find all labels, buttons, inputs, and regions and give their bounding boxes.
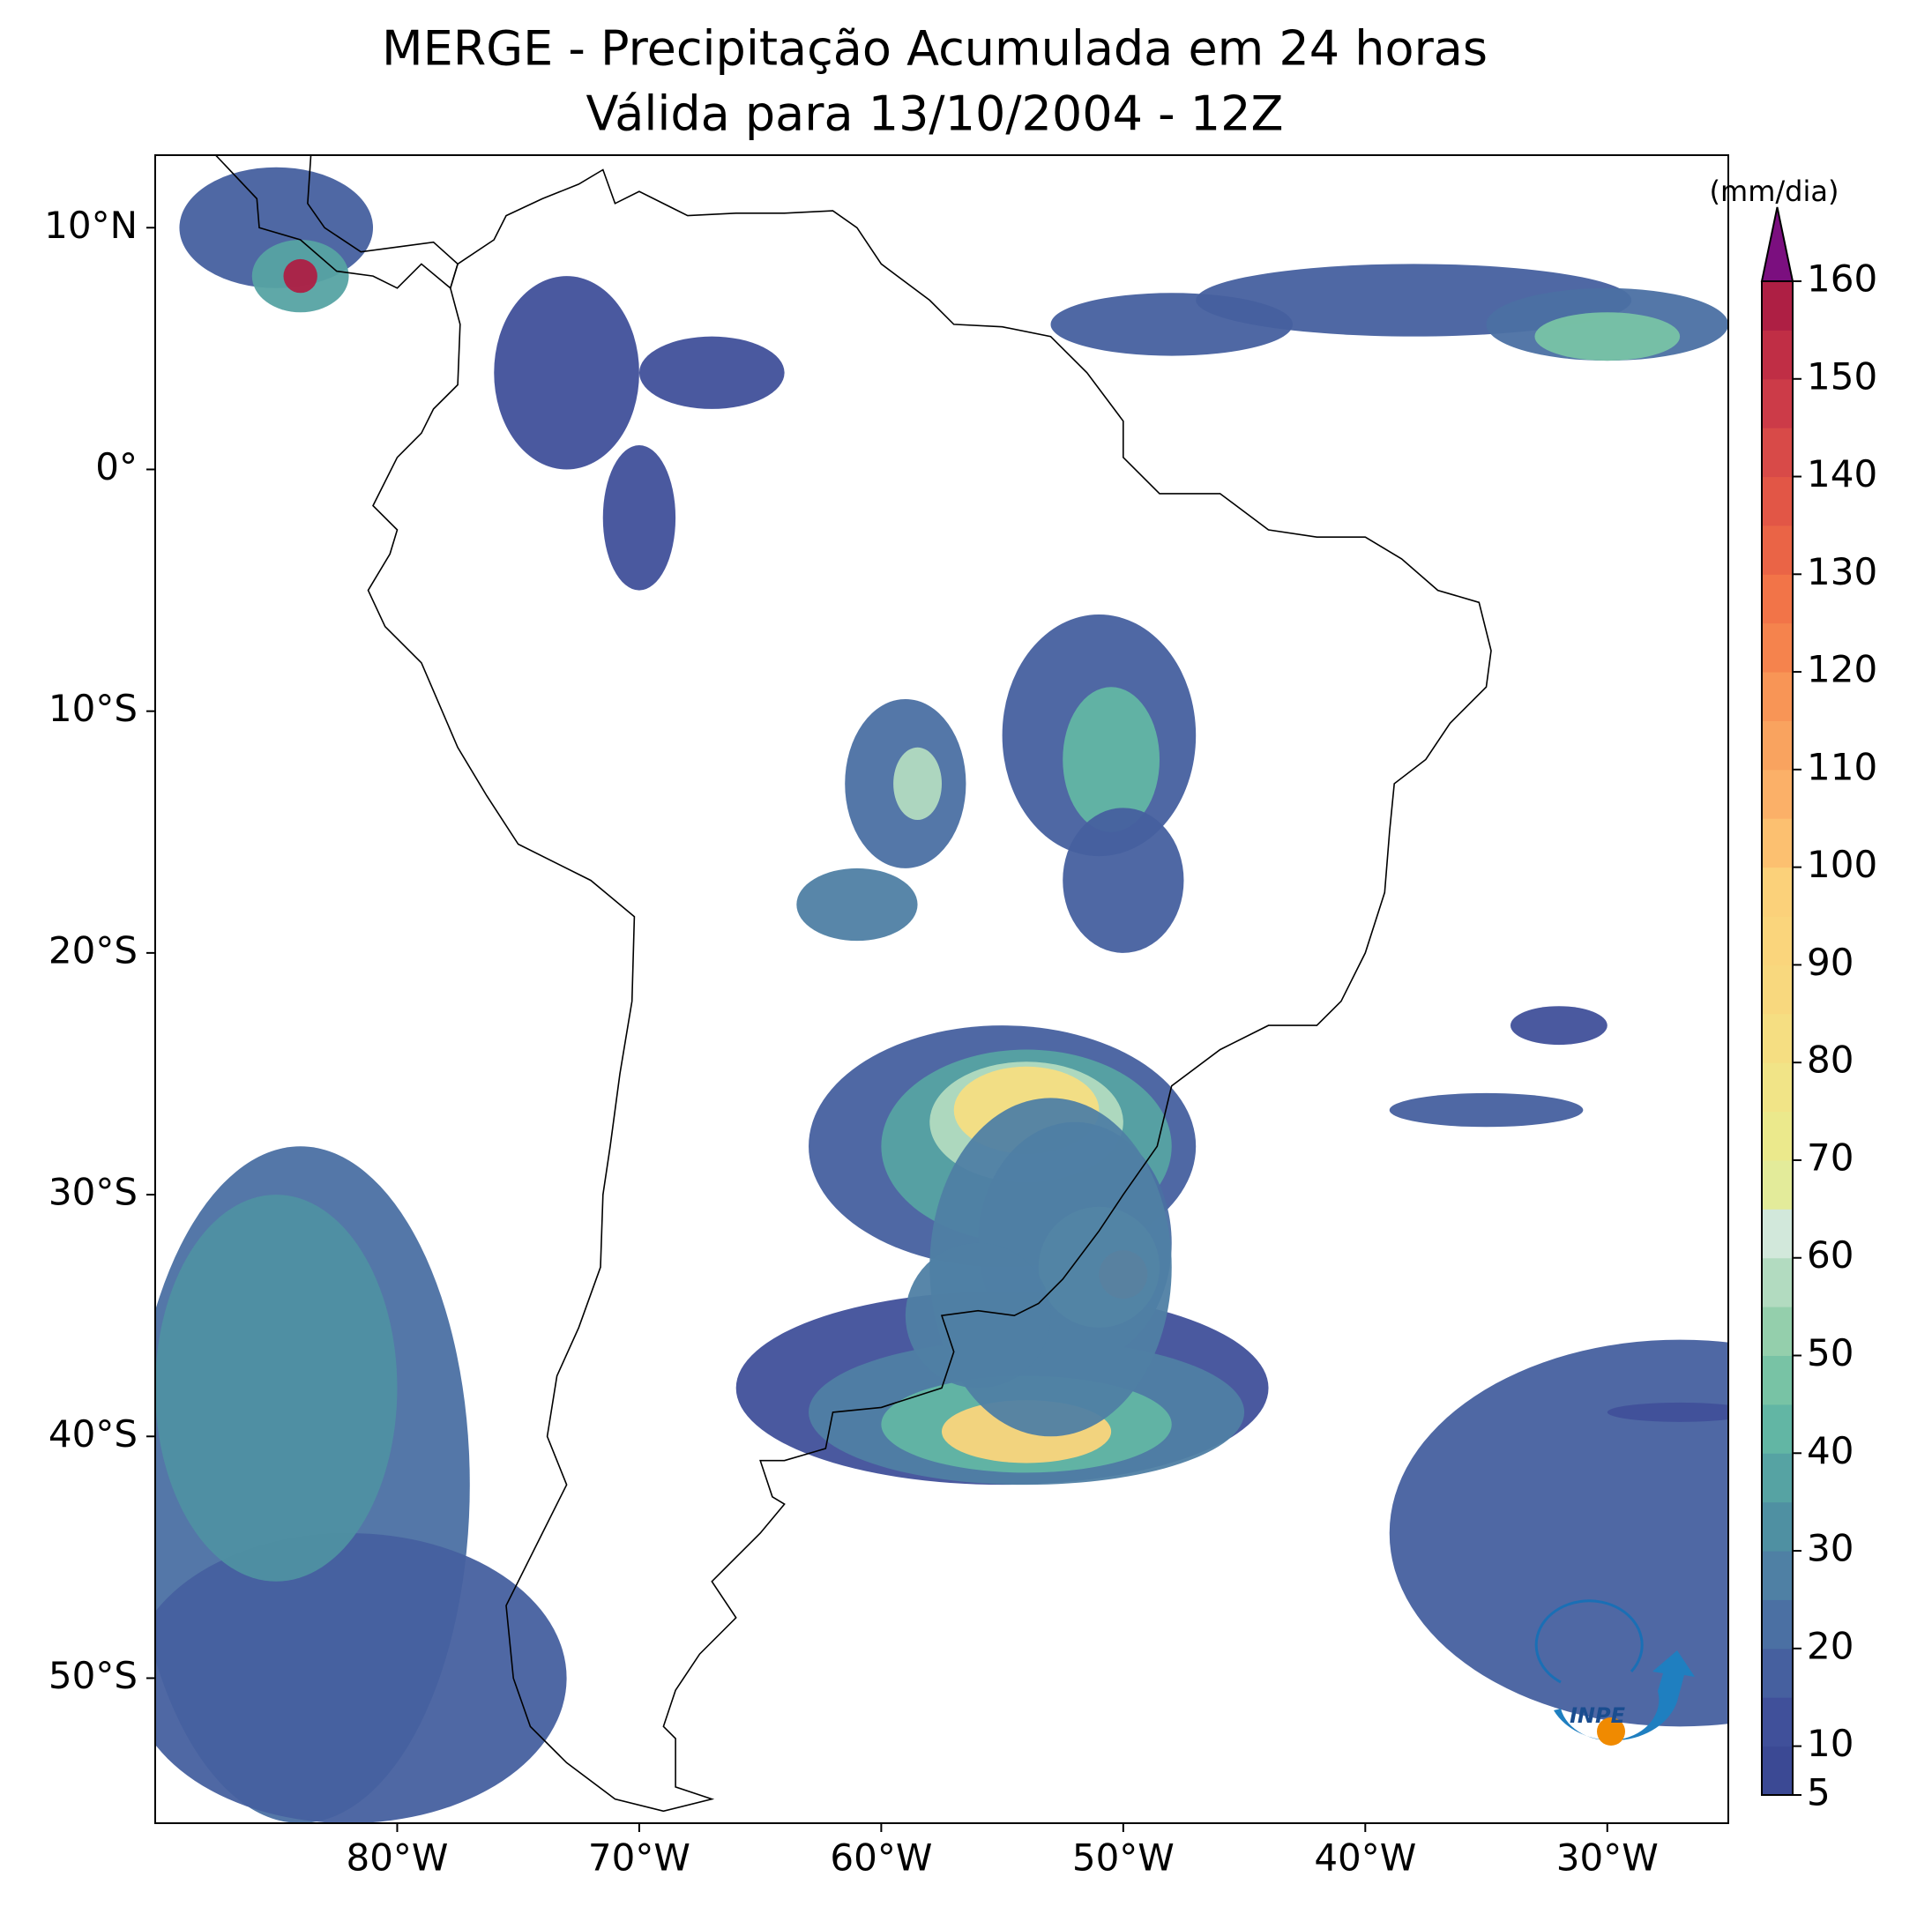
logo-text: INPE [1570,1703,1626,1728]
colorbar-tick-label: 120 [1807,648,1877,691]
map-frame [154,154,1729,1824]
colorbar-band [1762,1307,1793,1357]
precip-area [1063,687,1160,832]
precip-area [602,445,676,591]
colorbar-band [1762,574,1793,624]
x-tick-label: 40°W [1314,1836,1416,1880]
y-tick-label: 0° [95,445,138,488]
precip-area [1050,293,1293,356]
colorbar-band [1762,1013,1793,1063]
colorbar-band [1762,818,1793,868]
colorbar-tick-label: 150 [1807,354,1877,398]
colorbar-band [1762,1599,1793,1650]
colorbar-band [1762,916,1793,965]
colorbar-band [1762,720,1793,771]
coastline [367,168,1492,1813]
y-tick-label: 10°S [48,687,138,730]
colorbar-tick-label: 30 [1807,1527,1854,1570]
x-tick-label: 50°W [1072,1836,1175,1880]
y-tick-label: 50°S [48,1654,138,1697]
y-tick-label: 20°S [48,928,138,972]
x-tick-label: 60°W [830,1836,932,1880]
precip-area [283,258,317,294]
x-tick-label: 30°W [1556,1836,1659,1880]
colorbar-band [1762,525,1793,575]
colorbar-band [1762,964,1793,1015]
colorbar-band [1762,428,1793,478]
colorbar-band [1762,1551,1793,1600]
colorbar-band [1762,1404,1793,1454]
colorbar-band [1762,1159,1793,1210]
precip-area [1510,1006,1608,1046]
colorbar-tick-label: 160 [1807,257,1877,301]
precip-area [893,747,942,821]
colorbar-tick-label: 100 [1807,843,1877,886]
precip-area [1389,1339,1728,1727]
colorbar-band [1762,1355,1793,1405]
colorbar-tick-label: 60 [1807,1233,1854,1277]
colorbar-band [1762,769,1793,819]
precip-area [1534,312,1681,361]
colorbar-tick-label: 130 [1807,550,1877,593]
colorbar-extension [1760,206,1794,282]
precip-area [905,1242,1051,1389]
precip-area [1607,1402,1728,1422]
precip-area [155,1533,567,1823]
subtitle: Válida para 13/10/2004 - 12Z [586,86,1284,142]
title: MERGE - Precipitação Acumulada em 24 hor… [382,21,1488,77]
y-tick-label: 30°S [48,1171,138,1214]
precip-area [1389,1092,1584,1128]
precip-area [494,276,639,470]
coastline [214,155,459,290]
colorbar-band [1762,378,1793,428]
colorbar-band [1762,1501,1793,1552]
colorbar-tick-label: 40 [1807,1429,1854,1472]
colorbar-band [1762,622,1793,673]
colorbar-band [1762,281,1793,331]
colorbar-tick-label: 5 [1807,1771,1831,1814]
colorbar-tick-label: 140 [1807,452,1877,495]
y-tick-label: 40°S [48,1412,138,1456]
precip-area [1063,808,1184,953]
colorbar-band [1762,1257,1793,1307]
colorbar-tick-label: 70 [1807,1136,1854,1179]
colorbar-band [1762,672,1793,721]
colorbar-band [1762,867,1793,917]
colorbar-band [1762,476,1793,526]
precip-area [796,868,918,942]
colorbar-band [1762,1062,1793,1113]
colorbar-band [1762,1209,1793,1259]
colorbar-band [1762,1697,1793,1747]
map-area [155,155,1728,1823]
colorbar-tick-label: 50 [1807,1331,1854,1374]
y-tick-label: 10°N [44,204,138,247]
precip-area [155,1195,398,1582]
colorbar-frame [1761,281,1794,1796]
colorbar-band [1762,1111,1793,1161]
precip-area [638,336,785,409]
colorbar-band [1762,330,1793,380]
x-tick-label: 70°W [588,1836,690,1880]
x-tick-label: 80°W [346,1836,448,1880]
colorbar-band [1762,1746,1793,1796]
colorbar-tick-label: 110 [1807,745,1877,788]
colorbar-tick-label: 80 [1807,1039,1854,1082]
colorbar-tick-label: 20 [1807,1624,1854,1667]
logo: INPE [1534,1599,1695,1746]
colorbar-tick-label: 90 [1807,941,1854,984]
colorbar-tick-label: 10 [1807,1722,1854,1765]
colorbar-band [1762,1453,1793,1503]
colorbar-band [1762,1648,1793,1698]
colorbar-label: (mm/dia) [1710,175,1839,208]
